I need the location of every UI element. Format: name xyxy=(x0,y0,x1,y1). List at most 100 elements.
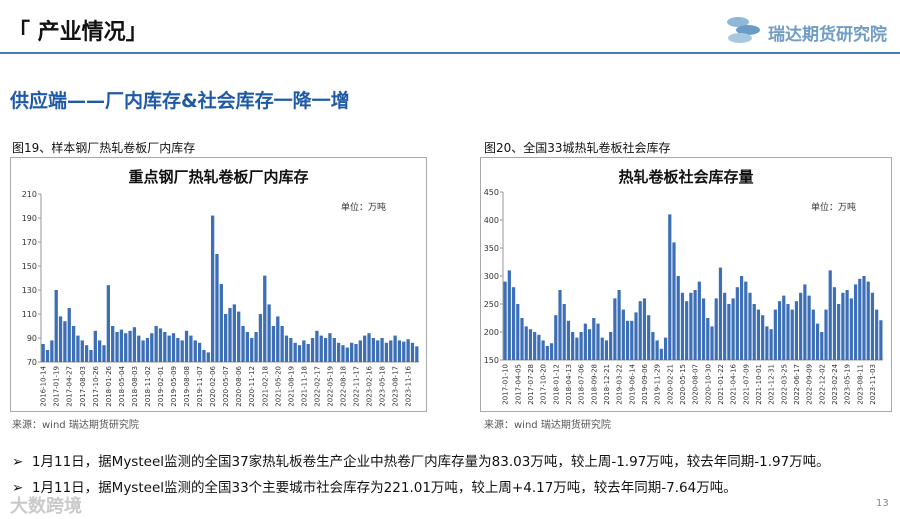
bar xyxy=(600,337,604,360)
bar xyxy=(727,304,731,360)
bar xyxy=(84,345,89,362)
bar xyxy=(297,345,302,362)
bar xyxy=(50,340,54,362)
bar xyxy=(232,304,236,362)
bar xyxy=(410,342,415,362)
x-tick-label: 2020-02-21 xyxy=(666,364,674,405)
bar xyxy=(807,295,811,360)
bar xyxy=(289,338,293,362)
bar xyxy=(875,309,879,360)
bar xyxy=(380,338,384,362)
bar xyxy=(748,292,752,360)
bar xyxy=(744,281,748,360)
chart-title: 热轧卷板社会库存量 xyxy=(618,168,753,186)
x-tick-label: 2017-08-03 xyxy=(79,366,87,407)
y-tick-label: 250 xyxy=(484,300,499,309)
x-tick-label: 2019-09-06 xyxy=(641,363,649,404)
bar xyxy=(106,285,110,362)
bar xyxy=(815,323,820,360)
x-tick-label: 2020-10-30 xyxy=(704,364,712,405)
bar xyxy=(562,304,566,360)
bar xyxy=(402,341,406,362)
bar xyxy=(773,309,777,360)
x-tick-label: 2020-08-07 xyxy=(692,364,700,405)
chart-frame: 重点钢厂热轧卷板厂内库存 单位：万吨 70 90 110 130 150 170 190 210 2… xyxy=(10,157,427,412)
bar xyxy=(765,326,769,360)
bar xyxy=(354,344,358,362)
x-tick-label: 2021-07-09 xyxy=(742,364,750,405)
bar xyxy=(685,301,689,360)
bar xyxy=(579,332,583,360)
bar xyxy=(680,292,685,360)
bar xyxy=(71,326,76,362)
bar xyxy=(171,333,176,362)
bar xyxy=(638,301,642,360)
bar xyxy=(587,329,592,360)
bar xyxy=(676,276,680,360)
x-tick-label: 2019-03-22 xyxy=(616,364,624,405)
bar xyxy=(76,335,80,362)
bar xyxy=(284,335,289,362)
bar xyxy=(58,316,63,362)
caption: 图20、全国33城热轧卷板社会库存 xyxy=(484,141,671,155)
bar xyxy=(336,342,341,362)
y-tick-label: 150 xyxy=(22,262,37,271)
bar xyxy=(693,290,697,360)
bar xyxy=(651,332,655,360)
x-tick-label: 2022-12-02 xyxy=(818,364,826,405)
bar xyxy=(862,276,866,360)
bar xyxy=(841,292,845,360)
x-tick-label: 2023-11-03 xyxy=(869,364,877,405)
bar xyxy=(545,346,549,360)
bar xyxy=(849,298,853,360)
bar xyxy=(180,340,184,362)
x-tick-label: 2018-04-13 xyxy=(565,364,573,405)
bar xyxy=(154,326,158,362)
chart-frame: 热轧卷板社会库存量 单位：万吨 150 200 250 300 350 400 450 2017-… xyxy=(480,157,892,412)
bar xyxy=(777,301,782,360)
bar xyxy=(210,215,215,362)
x-tick-label: 2016-10-14 xyxy=(40,365,48,406)
bar xyxy=(102,345,106,362)
bar xyxy=(315,330,319,362)
bar xyxy=(124,333,128,362)
bar xyxy=(363,335,367,362)
logo-icon xyxy=(727,17,760,43)
bar xyxy=(655,340,659,360)
bar xyxy=(790,309,794,360)
x-tick-label: 2018-01-26 xyxy=(105,365,113,406)
bar xyxy=(541,340,545,360)
bar xyxy=(111,326,115,362)
x-tick-label: 2018-07-06 xyxy=(578,363,586,404)
x-tick-label: 2021-10-01 xyxy=(755,364,763,405)
x-tick-label: 2018-05-04 xyxy=(118,365,126,406)
bar xyxy=(150,333,154,362)
bar xyxy=(202,350,206,362)
bar xyxy=(634,312,638,360)
bar xyxy=(267,304,271,362)
bar xyxy=(630,320,634,360)
bar xyxy=(276,316,280,362)
bar xyxy=(735,287,739,360)
bar xyxy=(293,342,297,362)
bar xyxy=(389,340,393,362)
x-tick-label: 2017-04-05 xyxy=(514,364,522,405)
bar xyxy=(516,304,520,360)
bar xyxy=(714,298,718,360)
bar xyxy=(879,320,883,360)
bar xyxy=(54,290,58,362)
source: 来源：wind 瑞达期货研究院 xyxy=(484,420,611,431)
bar xyxy=(739,276,744,360)
x-tick-label: 2019-08-08 xyxy=(183,366,191,407)
bullet: ➢ 1月11日，据Mysteel监测的全国37家热轧板卷生产企业中热卷厂内库存量… xyxy=(12,454,830,470)
bar xyxy=(782,295,786,360)
bar xyxy=(415,346,419,362)
y-tick-label: 300 xyxy=(484,272,499,281)
bar xyxy=(511,287,516,360)
bar xyxy=(752,304,756,360)
bar xyxy=(197,342,202,362)
bar xyxy=(503,281,507,360)
bar xyxy=(384,342,389,362)
x-tick-label: 2019-02-01 xyxy=(157,366,165,407)
